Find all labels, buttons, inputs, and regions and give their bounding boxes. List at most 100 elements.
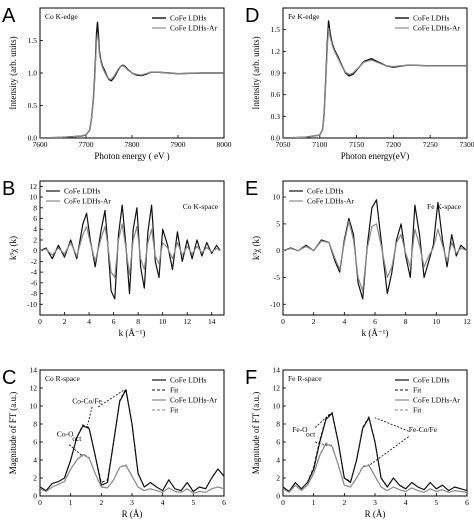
annotation-arrow <box>370 436 409 465</box>
y-tick-label: 8 <box>33 420 37 429</box>
annotation-subscript: oct <box>72 434 82 443</box>
y-axis-label: Intensity (arb. units) <box>8 36 18 109</box>
x-tick-label: 7700 <box>79 140 94 149</box>
x-tick-label: 0 <box>38 498 42 507</box>
y-tick-label: -10 <box>27 300 37 309</box>
x-tick-label: 8 <box>404 317 408 326</box>
y-tick-label: 12 <box>30 384 38 393</box>
series-line <box>40 454 224 494</box>
legend-entry: Fit <box>413 406 422 415</box>
y-tick-label: 2 <box>276 474 280 483</box>
series-line <box>283 220 467 292</box>
panel-letter: E <box>245 178 258 200</box>
y-axis-label: Magnitude of FT (a.u.) <box>8 392 18 475</box>
y-tick-label: 8 <box>33 203 37 212</box>
series-line <box>283 412 467 493</box>
series-group <box>283 20 467 138</box>
legend-entry: CoFe LDHs <box>307 187 344 196</box>
y-tick-label: -4 <box>31 268 37 277</box>
y-tick-label: -5 <box>274 273 280 282</box>
y-tick-label: 8 <box>276 420 280 429</box>
x-tick-label: 5 <box>191 498 195 507</box>
x-tick-label: 7800 <box>125 140 140 149</box>
y-tick-label: 12 <box>30 182 38 191</box>
y-tick-label: 1.0 <box>28 69 38 78</box>
x-axis-label: k (Å⁻¹) <box>362 328 389 338</box>
annotation-arrow <box>87 406 93 425</box>
x-tick-label: 6 <box>222 498 226 507</box>
y-tick-label: 14 <box>273 366 281 375</box>
panel-letter: A <box>2 5 16 27</box>
y-tick-label: 0 <box>33 246 37 255</box>
y-tick-label: 4 <box>33 456 37 465</box>
x-tick-label: 0 <box>281 498 285 507</box>
y-tick-label: 5 <box>276 219 280 228</box>
panel-letter: D <box>245 5 259 27</box>
legend-entry: CoFe LDHs <box>64 187 101 196</box>
x-tick-label: 2 <box>63 317 67 326</box>
annotation-co-co-fe: Co-Co/Fe <box>72 396 102 405</box>
y-tick-label: 0.5 <box>28 101 38 110</box>
series-group <box>40 204 221 300</box>
x-tick-label: 7900 <box>171 140 186 149</box>
annotation-arrow <box>68 444 84 457</box>
y-tick-label: 10 <box>273 402 281 411</box>
legend-entry: CoFe LDHs <box>413 376 450 385</box>
x-tick-label: 12 <box>463 317 471 326</box>
legend-entry: CoFe LDHs <box>170 376 207 385</box>
y-tick-label: 1.2 <box>271 47 281 56</box>
x-axis-label: R (Å) <box>122 509 143 519</box>
series-line <box>64 388 145 488</box>
legend-entry: CoFe LDHs-Ar <box>64 197 111 206</box>
series-line <box>64 453 145 492</box>
y-tick-label: 0 <box>33 492 37 501</box>
series-line <box>307 411 388 488</box>
series-group <box>40 388 224 494</box>
panel-title: Fe K-edge <box>288 12 320 21</box>
y-tick-label: 0.0 <box>271 134 281 143</box>
y-tick-label: 0.0 <box>28 134 38 143</box>
x-tick-label: 0 <box>281 317 285 326</box>
legend-entry: CoFe LDHs-Ar <box>413 24 460 33</box>
x-tick-label: 0 <box>38 317 42 326</box>
y-tick-label: 4 <box>33 225 37 234</box>
legend-entry: Fit <box>413 386 422 395</box>
series-group <box>283 199 467 300</box>
x-tick-label: 6 <box>465 498 469 507</box>
x-tick-label: 4 <box>161 498 165 507</box>
x-tick-label: 6 <box>112 317 116 326</box>
panel-title: Co K-edge <box>45 12 78 21</box>
y-tick-label: -6 <box>31 278 37 287</box>
x-tick-label: 2 <box>312 317 316 326</box>
y-tick-label: -2 <box>31 257 37 266</box>
y-tick-label: -10 <box>270 300 280 309</box>
y-tick-label: 4 <box>276 456 280 465</box>
y-axis-label: k³χ (k) <box>251 236 261 260</box>
panel-letter: F <box>245 367 257 389</box>
annotation-arrow <box>314 412 331 428</box>
plot-frame <box>39 180 225 316</box>
y-tick-label: 6 <box>33 214 37 223</box>
x-tick-label: 6 <box>373 317 377 326</box>
x-tick-label: 7050 <box>276 140 291 149</box>
x-tick-label: 7100 <box>312 140 327 149</box>
x-tick-label: 8000 <box>217 140 232 149</box>
x-tick-label: 5 <box>434 498 438 507</box>
x-tick-label: 1 <box>69 498 73 507</box>
y-tick-label: 12 <box>273 384 281 393</box>
y-tick-label: 1.5 <box>28 36 38 45</box>
panel-fe-k-edge: 7050 7100 7150 7200 7250 7300 0.0 0.3 0.6 0.9 1.2 1… <box>245 5 474 161</box>
annotation-arrow <box>315 441 328 446</box>
series-line <box>40 204 221 300</box>
series-line <box>283 20 467 138</box>
annotation-arrow <box>98 389 125 408</box>
x-tick-label: 10 <box>159 317 167 326</box>
y-axis-label: Magnitude of FT (a.u.) <box>251 392 261 475</box>
series-line <box>283 443 467 493</box>
legend-entry: CoFe LDHs-Ar <box>170 396 217 405</box>
y-tick-label: 10 <box>30 402 38 411</box>
